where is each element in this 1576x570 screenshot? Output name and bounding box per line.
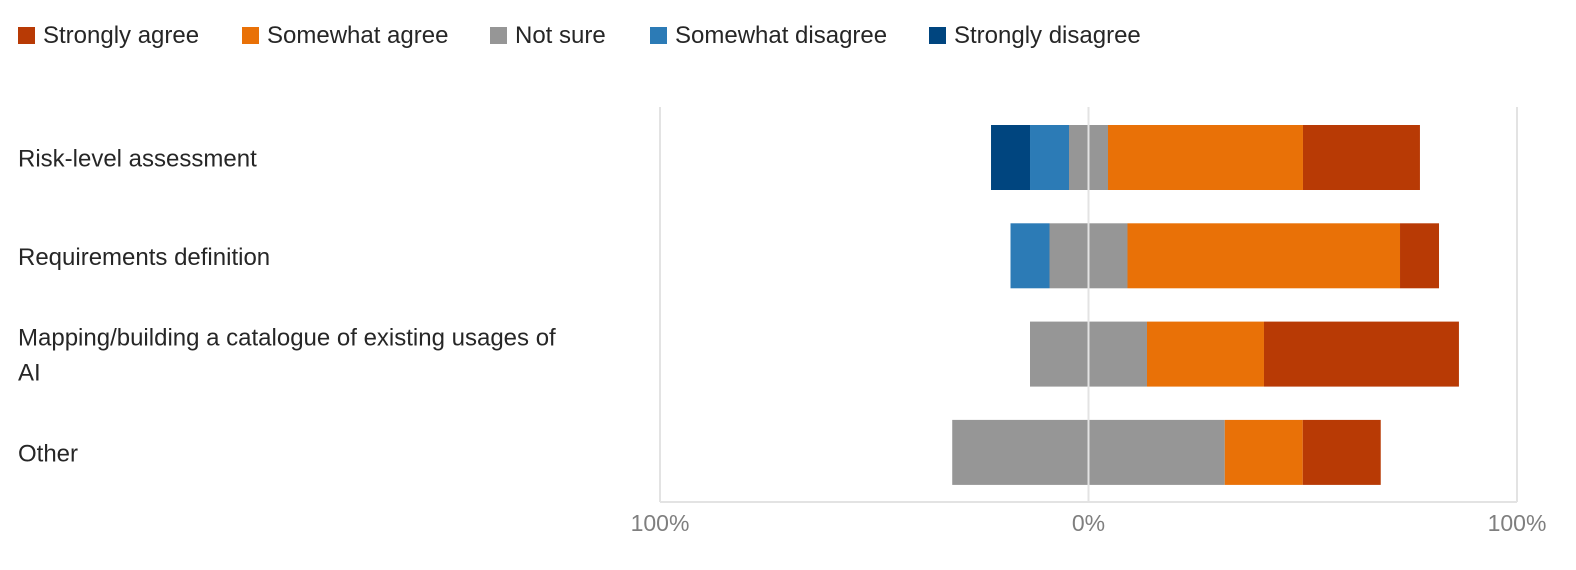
legend-item-somewhat-agree: Somewhat agree	[242, 22, 448, 49]
category-labels: Risk-level assessment Requirements defini…	[18, 146, 556, 468]
x-tick-label: 100%	[631, 510, 690, 536]
x-tick-label: 100%	[1488, 510, 1547, 536]
legend-item-strongly-agree: Strongly agree	[18, 22, 199, 49]
bar-somewhat-agree-1	[1107, 125, 1303, 190]
bar-somewhat-disagree-1	[1030, 125, 1070, 190]
bar-somewhat-agree-3	[1146, 321, 1264, 387]
legend-label-not-sure: Not sure	[515, 22, 606, 49]
bar-somewhat-disagree-2	[1010, 223, 1050, 289]
bar-strongly-disagree-1	[991, 125, 1031, 190]
category-label: Requirements definition	[18, 244, 270, 271]
bar-strongly-agree-4	[1302, 419, 1381, 485]
legend-label-somewhat-disagree: Somewhat disagree	[675, 22, 887, 49]
category-label: Mapping/building a catalogue of existing…	[18, 325, 556, 387]
legend-label-somewhat-agree: Somewhat agree	[267, 22, 448, 49]
bar-strongly-agree-3	[1263, 321, 1459, 387]
legend-item-not-sure: Not sure	[490, 22, 606, 49]
legend-swatch-strongly-agree	[18, 27, 35, 44]
category-label: Risk-level assessment	[18, 146, 257, 173]
legend: Strongly agree Somewhat agree Not sure Some…	[18, 22, 1141, 49]
x-axis-ticks: 100% 0% 100%	[631, 510, 1547, 536]
legend-label-strongly-agree: Strongly agree	[43, 22, 199, 49]
legend-item-somewhat-disagree: Somewhat disagree	[650, 22, 887, 49]
bar-strongly-agree-1	[1302, 125, 1420, 190]
legend-item-strongly-disagree: Strongly disagree	[929, 22, 1141, 49]
legend-label-strongly-disagree: Strongly disagree	[954, 22, 1141, 49]
x-tick-label: 0%	[1072, 510, 1105, 536]
legend-swatch-strongly-disagree	[929, 27, 946, 44]
bar-somewhat-agree-4	[1224, 419, 1303, 485]
bar-strongly-agree-2	[1400, 223, 1440, 289]
bar-somewhat-agree-2	[1127, 223, 1401, 289]
bars	[952, 107, 1459, 502]
legend-swatch-somewhat-disagree	[650, 27, 667, 44]
category-label: Other	[18, 440, 78, 467]
legend-swatch-somewhat-agree	[242, 27, 259, 44]
legend-swatch-not-sure	[490, 27, 507, 44]
